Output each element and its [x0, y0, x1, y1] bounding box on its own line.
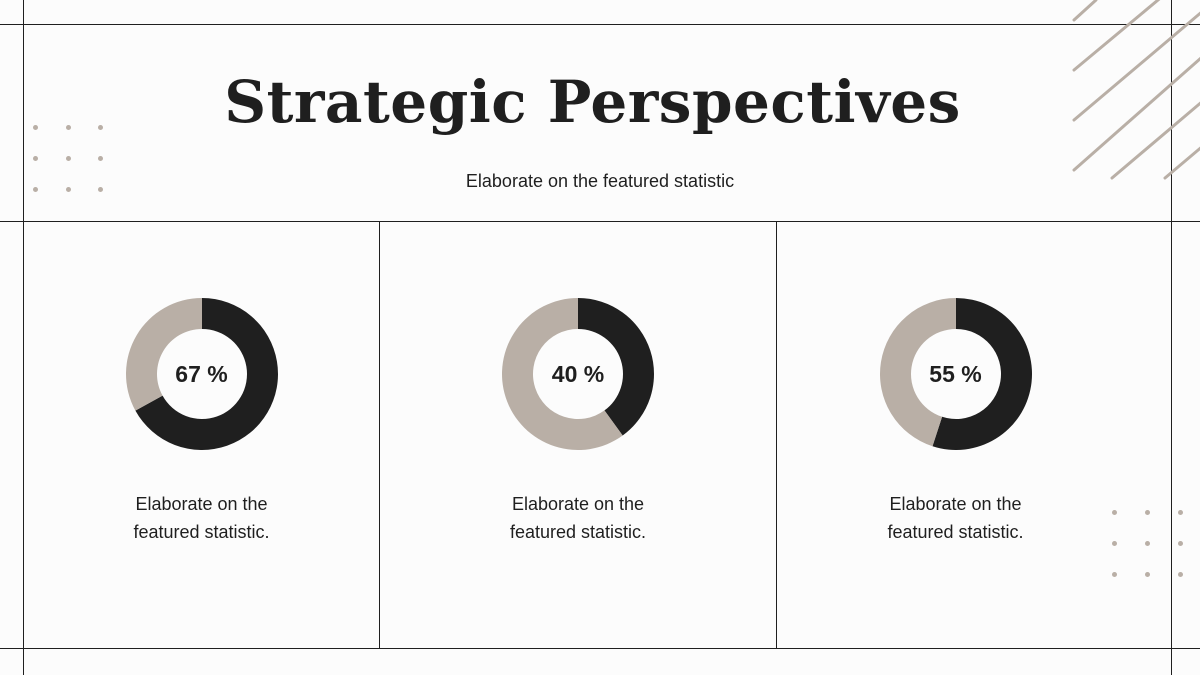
page-title: Strategic Perspectives [224, 68, 961, 136]
donut-chart: 40 % [501, 298, 654, 450]
donut-chart: 67 % [125, 298, 278, 450]
stat-caption-line-1: Elaborate on the [511, 494, 645, 514]
stat-caption-line-2: featured statistic. [509, 522, 647, 542]
stat-caption: Elaborate on the featured statistic. [380, 490, 776, 546]
donut-slice-remainder [879, 298, 956, 447]
frame-line-header-divider [0, 221, 1200, 222]
frame-line-bottom [0, 648, 1200, 649]
diagonal-stripes-decoration [1072, 0, 1200, 180]
stat-card-1: 67 % Elaborate on the featured statistic… [24, 222, 379, 649]
stat-caption: Elaborate on the featured statistic. [777, 490, 1134, 546]
frame-line-top [0, 24, 1200, 25]
donut-slice-value [932, 298, 1032, 450]
donut-percentage-label: 55 % [929, 361, 982, 387]
frame-line-right [1171, 0, 1172, 675]
stat-card-3: 55 % Elaborate on the featured statistic… [777, 222, 1134, 649]
stat-caption: Elaborate on the featured statistic. [24, 490, 379, 546]
stat-card-2: 40 % Elaborate on the featured statistic… [380, 222, 776, 649]
stat-caption-line-1: Elaborate on the [889, 494, 1022, 514]
stat-caption-line-2: featured statistic. [887, 522, 1024, 542]
stat-caption-line-1: Elaborate on the [135, 494, 268, 514]
card-divider-1 [379, 221, 380, 649]
donut-slice-value [578, 298, 654, 436]
donut-slice-remainder [501, 298, 623, 450]
donut-percentage-label: 40 % [551, 361, 605, 387]
frame-line-left [23, 0, 24, 675]
donut-chart: 55 % [879, 298, 1032, 450]
donut-slice-value [134, 298, 278, 450]
donut-slice-remainder [125, 298, 202, 411]
page-subtitle: Elaborate on the featured statistic [465, 171, 735, 191]
donut-percentage-label: 67 % [175, 361, 228, 387]
stat-caption-line-2: featured statistic. [133, 522, 270, 542]
card-divider-2 [776, 221, 777, 649]
